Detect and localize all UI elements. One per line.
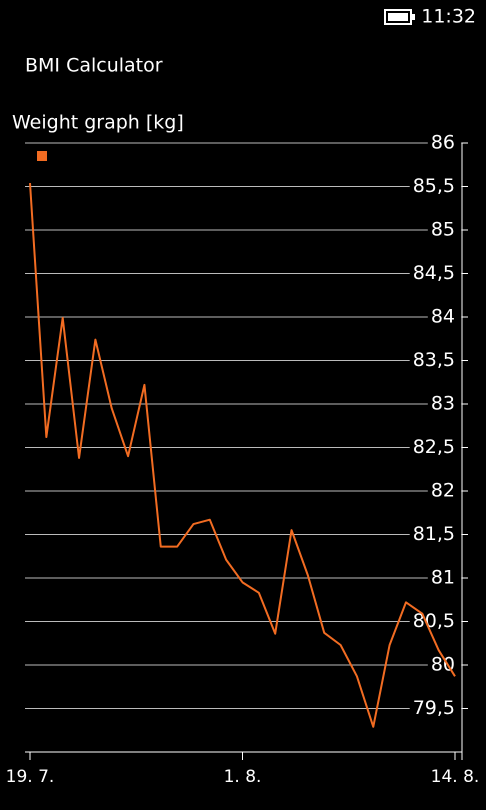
label-background [427,653,461,676]
x-tick-label: 14. 8. [431,767,480,787]
label-background [409,523,461,545]
x-tick-label: 19. 7. [6,767,55,787]
app-title: BMI Calculator [25,55,163,77]
y-tick-label: 84 [431,306,455,328]
label-background [427,305,461,328]
battery-tip [412,14,415,20]
weight-line [29,182,456,728]
y-tick-label: 85 [431,219,455,241]
label-background [427,566,461,589]
label-background [427,218,461,241]
y-tick-label: 83 [431,393,455,415]
y-tick-label: 79,5 [413,697,455,719]
y-tick-label: 86 [431,132,455,154]
battery-level [388,13,408,21]
y-tick-label: 80,5 [413,610,455,632]
label-background [409,175,461,197]
y-tick-label: 83,5 [413,349,455,371]
label-background [427,131,461,154]
y-tick-label: 81,5 [413,523,455,545]
y-tick-label: 84,5 [413,262,455,284]
clock: 11:32 [421,6,476,28]
y-tick-label: 81 [431,567,455,589]
battery-icon [384,9,412,25]
label-background [409,697,461,719]
label-background [427,392,461,415]
y-tick-label: 82 [431,480,455,502]
x-tick-label: 1. 8. [224,767,262,787]
label-background [409,349,461,371]
y-tick-label: 80 [431,654,455,676]
label-background [409,262,461,284]
legend-swatch [37,151,47,161]
chart-title: Weight graph [kg] [12,112,184,134]
y-tick-label: 82,5 [413,436,455,458]
label-background [409,436,461,458]
y-tick-label: 85,5 [413,175,455,197]
label-background [427,479,461,502]
